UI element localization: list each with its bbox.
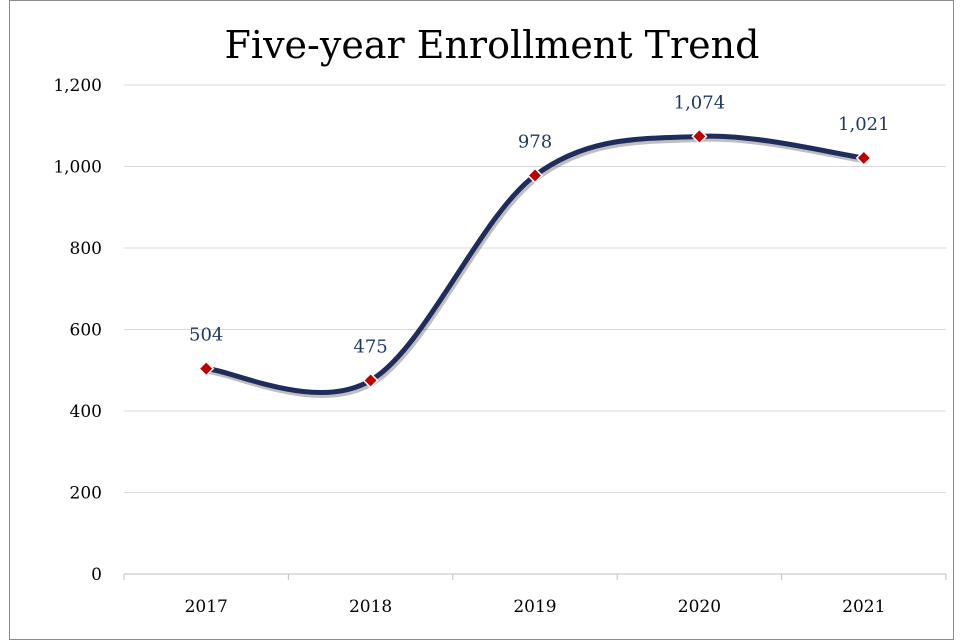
data-point-marker [855,149,872,167]
x-tick-label: 2021 [842,597,885,617]
y-tick-label: 200 [70,484,102,504]
series-markers [198,128,872,389]
x-tick-label: 2018 [349,597,392,617]
data-labels: 504 475 978 1,074 1,021 [189,92,890,357]
data-label: 504 [189,325,223,346]
chart-frame [9,0,954,640]
x-axis [123,573,947,580]
line-chart: Five-year Enrollment Trend 0 200 400 600 800… [53,23,947,617]
series-line [203,133,869,399]
gridlines [124,84,946,493]
x-axis-tick-labels: 2017 2018 2019 2020 2021 [185,597,886,617]
y-tick-label: 0 [91,565,102,585]
data-point-marker [362,372,379,389]
x-tick-label: 2019 [513,597,556,617]
data-label: 1,021 [838,114,890,135]
y-tick-label: 400 [70,402,102,422]
x-tick-label: 2020 [678,597,721,617]
data-point-marker [198,360,215,377]
y-tick-label: 1,000 [53,158,102,178]
y-tick-label: 1,200 [53,76,102,96]
y-axis-tick-labels: 0 200 400 600 800 1,000 1,200 [53,76,102,585]
data-point-marker [691,128,708,145]
data-label: 475 [353,336,387,357]
y-tick-label: 600 [70,321,102,341]
x-tick-label: 2017 [185,597,228,617]
data-point-marker [526,167,544,184]
chart-title: Five-year Enrollment Trend [225,23,760,67]
data-label: 978 [518,131,552,152]
y-tick-label: 800 [70,239,102,259]
data-label: 1,074 [674,92,726,113]
series-line-path [203,133,867,396]
